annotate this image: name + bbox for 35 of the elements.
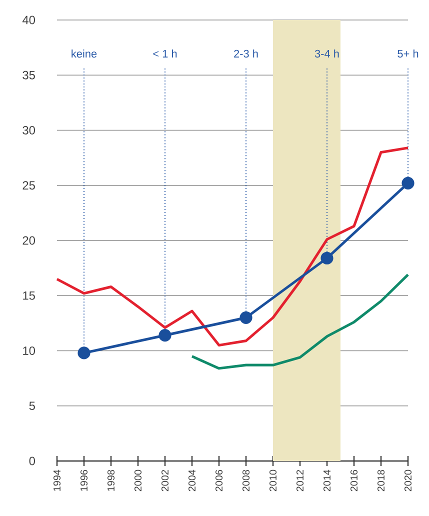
x-tick-label: 1998 — [107, 470, 115, 491]
x-tick-label: 1994 — [53, 470, 61, 491]
point — [402, 176, 414, 190]
x-tick-label: 1996 — [80, 470, 88, 491]
y-tick-label: 25 — [22, 181, 35, 190]
x-tick-label: 2014 — [323, 470, 331, 492]
y-tick-label: 5 — [29, 402, 35, 410]
ref-line-label: 2-3 h — [234, 50, 258, 58]
point — [78, 346, 90, 360]
line-series — [56, 146, 410, 347]
x-tick-label: 2012 — [296, 470, 304, 492]
x-tick-label: 2008 — [242, 470, 250, 492]
x-tick-label: 2018 — [377, 470, 385, 492]
y-tick-label: 40 — [22, 16, 36, 24]
x-tick-label: 2020 — [404, 470, 412, 492]
x-tick-label: 2000 — [134, 470, 142, 492]
ref-line-label: 3-4 h — [314, 50, 339, 58]
y-tick-label: 0 — [29, 456, 36, 466]
ref-line-label: 5+ h — [398, 50, 418, 58]
x-tick-label: 2004 — [188, 470, 196, 492]
y-tick-label: 35 — [22, 70, 35, 80]
point — [320, 252, 334, 264]
y-tick-label: 10 — [23, 346, 36, 355]
point — [158, 329, 172, 342]
x-tick-label: 2010 — [269, 470, 277, 492]
line-series — [190, 273, 410, 370]
ref-line-label: < 1 h — [153, 50, 177, 58]
ref-line-label: keine — [72, 50, 97, 58]
x-tick-label: 2002 — [161, 470, 169, 492]
y-tick-label: 30 — [22, 126, 36, 134]
x-tick-label: 2006 — [215, 470, 223, 492]
point — [240, 311, 252, 324]
y-tick-label: 15 — [23, 291, 35, 300]
y-tick-label: 20 — [22, 236, 36, 245]
x-tick-label: 2016 — [350, 470, 358, 492]
